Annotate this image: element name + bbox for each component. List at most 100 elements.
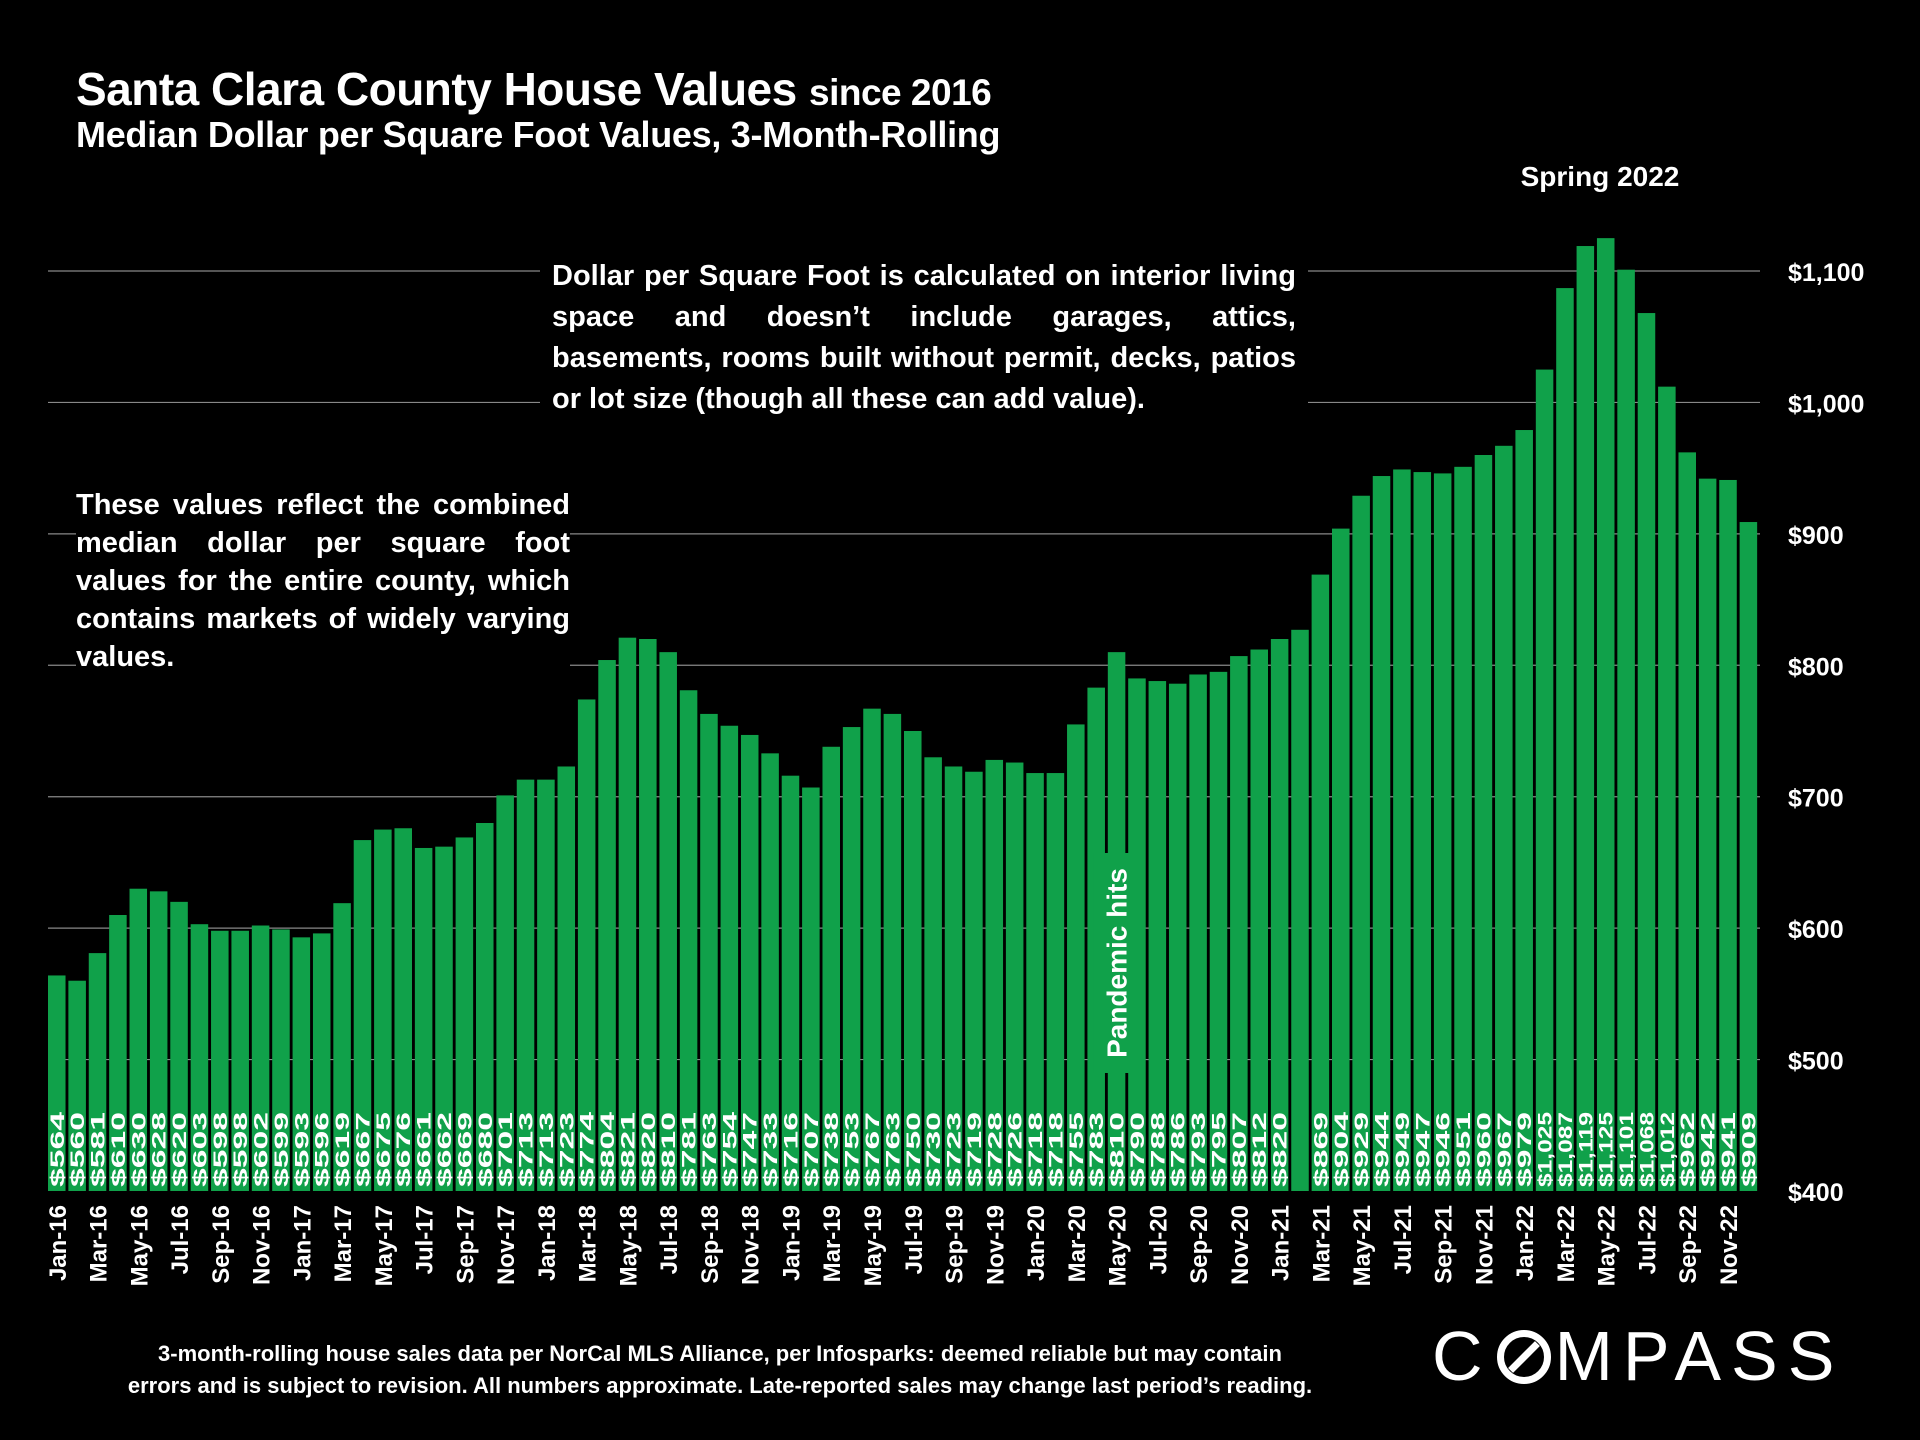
bar [842,727,861,1191]
x-tick-label: Nov-21 [1471,1205,1498,1285]
bar [883,713,902,1191]
x-tick-label: Jan-19 [778,1205,805,1281]
value-label: $564 [48,1111,69,1187]
value-label: $821 [618,1111,639,1187]
logo-text-left: C [1432,1317,1493,1395]
value-label: $603 [190,1112,211,1187]
value-label: $719 [965,1112,986,1187]
value-label: $962 [1678,1112,1699,1187]
bar [1372,476,1391,1191]
x-tick-label: Jan-18 [534,1205,561,1281]
bar [1617,269,1635,1192]
x-tick-label: Mar-22 [1553,1205,1580,1282]
value-label: $793 [1189,1112,1210,1187]
title-text: Santa Clara County House Values [76,63,797,115]
y-tick-label: $700 [1788,785,1844,813]
x-tick-label: Jan-21 [1268,1205,1295,1281]
value-label: $750 [904,1112,925,1187]
value-label: $581 [89,1111,110,1187]
value-label: $1,012 [1658,1112,1679,1187]
value-label: $781 [680,1111,701,1187]
bar [68,980,86,1191]
value-label: $676 [394,1112,415,1187]
value-label: $596 [313,1112,334,1187]
bar [1311,574,1330,1191]
bar [577,699,596,1191]
bar [1270,639,1289,1191]
bar [1433,473,1452,1191]
x-tick-label: Jul-17 [412,1205,439,1274]
value-label: $1,119 [1576,1112,1597,1187]
bar [88,953,107,1191]
x-tick-label: May-22 [1594,1205,1621,1286]
bar [231,930,249,1191]
value-label: $767 [863,1112,884,1187]
value-label: $763 [700,1112,721,1187]
x-tick-label: May-17 [371,1205,398,1286]
bar [1067,724,1085,1191]
x-tick-label: May-19 [860,1205,887,1286]
value-label: $755 [1067,1111,1088,1187]
bar [679,690,698,1191]
bar [129,888,148,1191]
value-label: $602 [252,1112,273,1187]
value-label: $810 [1108,1112,1129,1187]
value-label: $812 [1250,1112,1271,1187]
bar [700,713,718,1191]
bar [965,771,983,1191]
value-label: $942 [1699,1112,1720,1187]
y-tick-label: $500 [1788,1048,1844,1076]
value-label: $701 [496,1111,517,1187]
value-label: $786 [1169,1112,1190,1187]
value-label: $726 [1006,1112,1027,1187]
value-label: $1,025 [1536,1111,1557,1187]
value-label: $730 [924,1112,945,1187]
value-label: $783 [1087,1112,1108,1187]
bar [537,779,555,1191]
bar [659,652,677,1191]
bar [149,891,168,1191]
pandemic-annotation-text: Pandemic hits [1102,868,1133,1058]
bar [924,757,942,1191]
value-label: $707 [802,1112,823,1187]
value-label: $790 [1128,1112,1149,1187]
bar [944,766,963,1191]
chart-subtitle: Median Dollar per Square Foot Values, 3-… [76,114,1001,155]
x-tick-label: Sep-19 [942,1205,969,1284]
bar [1596,238,1615,1192]
value-label: $716 [781,1112,802,1187]
bar [1005,762,1024,1191]
bar [48,975,66,1191]
value-label: $680 [476,1112,497,1187]
bar [333,903,351,1191]
value-label: $599 [272,1112,293,1187]
value-label: $1,125 [1597,1111,1618,1187]
bar [557,766,576,1191]
footnote-line-1: 3-month-rolling house sales data per Nor… [158,1341,1282,1366]
bar [211,930,229,1191]
bar [1046,773,1065,1191]
bar [1230,656,1248,1191]
bar [109,915,127,1191]
x-tick-label: Nov-22 [1716,1205,1743,1285]
y-tick-label: $600 [1788,916,1844,944]
bar [1495,445,1513,1191]
value-label: $941 [1719,1111,1740,1187]
value-label: $598 [231,1112,252,1187]
bar [455,837,474,1191]
bar [1515,430,1533,1191]
x-tick-label: Jan-17 [289,1205,316,1281]
dpsf-note: Dollar per Square Foot is calculated on … [540,256,1308,420]
value-label: $788 [1148,1112,1169,1187]
value-label: $1,087 [1556,1112,1577,1187]
bar [1148,681,1167,1191]
bar [1454,466,1472,1191]
x-tick-label: Nov-17 [493,1205,520,1285]
value-label: $630 [129,1112,150,1187]
x-tick-label: May-21 [1349,1205,1376,1286]
x-tick-label: Sep-17 [452,1205,479,1284]
value-label: $1,068 [1637,1112,1658,1187]
x-tick-label: Sep-21 [1431,1205,1458,1284]
value-label: $733 [761,1112,782,1187]
